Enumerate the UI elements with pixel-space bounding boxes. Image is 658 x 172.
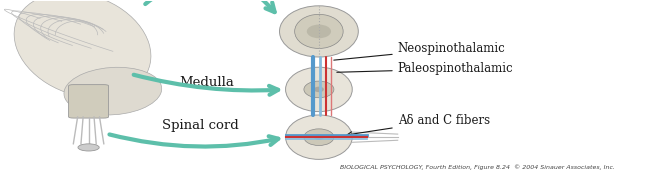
Text: BIOLOGICAL PSYCHOLOGY, Fourth Edition, Figure 8.24  © 2004 Sinauer Associates, I: BIOLOGICAL PSYCHOLOGY, Fourth Edition, F…: [340, 164, 615, 170]
Ellipse shape: [286, 67, 352, 112]
Ellipse shape: [280, 6, 359, 57]
FancyArrowPatch shape: [134, 75, 278, 95]
Ellipse shape: [314, 87, 324, 92]
Ellipse shape: [307, 25, 331, 38]
FancyArrowPatch shape: [145, 0, 274, 12]
Ellipse shape: [78, 144, 99, 151]
Text: Medulla: Medulla: [180, 76, 234, 89]
FancyBboxPatch shape: [68, 85, 109, 118]
Ellipse shape: [304, 129, 334, 146]
Ellipse shape: [64, 67, 162, 115]
Ellipse shape: [295, 14, 343, 49]
FancyArrowPatch shape: [109, 135, 278, 147]
Ellipse shape: [314, 134, 324, 140]
Ellipse shape: [304, 81, 334, 98]
Ellipse shape: [14, 0, 151, 98]
Text: Spinal cord: Spinal cord: [163, 119, 239, 132]
Text: Aδ and C fibers: Aδ and C fibers: [347, 114, 490, 137]
Text: Paleospinothalamic: Paleospinothalamic: [337, 62, 513, 76]
Text: Neospinothalamic: Neospinothalamic: [334, 42, 505, 60]
Ellipse shape: [286, 115, 352, 159]
